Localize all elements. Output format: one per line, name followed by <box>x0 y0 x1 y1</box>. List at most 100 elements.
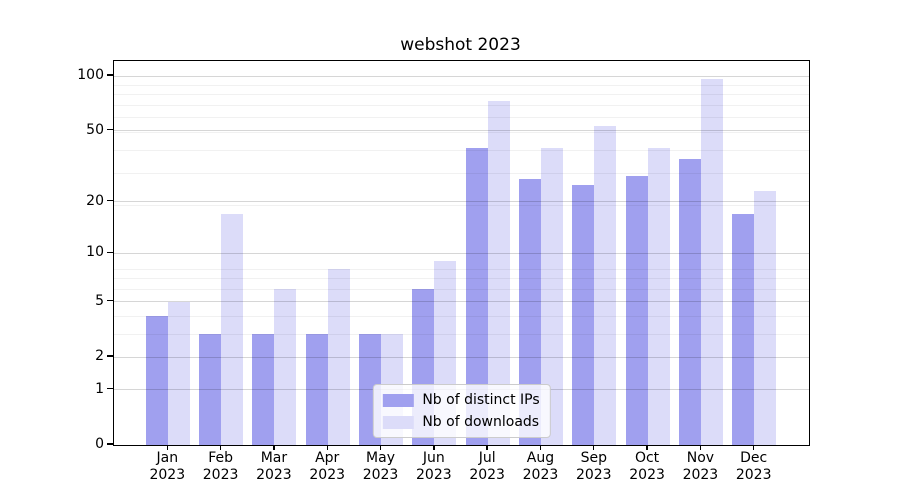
y-tick-label-10: 10 <box>86 244 104 261</box>
major-gridline-50 <box>114 130 809 132</box>
x-tick-mark <box>326 445 328 450</box>
major-gridline-5 <box>114 301 809 303</box>
x-tick-label-oct-2023: Oct 2023 <box>607 450 687 484</box>
bar-apr-2023-nb-of-distinct-ips <box>305 334 328 445</box>
x-tick-label-line: Mar <box>260 450 288 466</box>
x-tick-label-line: 2023 <box>309 467 346 483</box>
bar-oct-2023-nb-of-downloads <box>647 148 670 445</box>
y-tick-label-100: 100 <box>77 67 104 84</box>
y-tick-label-5: 5 <box>95 292 104 309</box>
bar-dec-2023-nb-of-distinct-ips <box>732 213 755 445</box>
minor-gridline <box>114 84 809 86</box>
x-tick-label-line: 2023 <box>416 467 452 483</box>
x-tick-label-feb-2023: Feb 2023 <box>181 450 261 484</box>
minor-gridline <box>114 149 809 151</box>
major-gridline-2 <box>114 356 809 358</box>
legend-swatch-distinct-ips <box>382 393 414 407</box>
y-tick-mark <box>107 443 113 445</box>
major-gridline-10 <box>114 252 809 254</box>
x-tick-label-line: Jul <box>478 450 496 466</box>
x-tick-label-nov-2023: Nov 2023 <box>660 450 740 484</box>
x-tick-label-line: Dec <box>740 450 768 466</box>
bar-aug-2023-nb-of-distinct-ips <box>518 178 541 445</box>
x-tick-label-may-2023: May 2023 <box>341 450 421 484</box>
x-tick-label-jan-2023: Jan 2023 <box>127 450 207 484</box>
minor-gridline <box>114 205 809 207</box>
x-tick-label-line: 2023 <box>362 467 399 483</box>
bar-sep-2023-nb-of-downloads <box>594 126 617 445</box>
x-tick-mark <box>166 445 168 450</box>
bar-dec-2023-nb-of-downloads <box>754 190 777 445</box>
minor-gridline <box>114 315 809 317</box>
x-tick-label-line: 2023 <box>522 467 559 483</box>
x-tick-label-line: Jan <box>156 450 179 466</box>
x-tick-mark <box>593 445 595 450</box>
x-tick-label-jun-2023: Jun 2023 <box>394 450 474 484</box>
bar-apr-2023-nb-of-downloads <box>327 269 350 445</box>
x-tick-mark <box>646 445 648 450</box>
x-tick-label-line: Aug <box>526 450 555 466</box>
minor-gridline <box>114 94 809 96</box>
bar-nov-2023-nb-of-downloads <box>700 78 723 445</box>
bar-aug-2023-nb-of-downloads <box>540 148 563 445</box>
y-tick-label-50: 50 <box>86 121 104 138</box>
legend-swatch-downloads <box>382 415 414 429</box>
x-tick-label-line: Feb <box>208 450 233 466</box>
minor-gridline <box>114 268 809 270</box>
x-tick-label-line: 2023 <box>149 467 186 483</box>
x-tick-mark <box>379 445 382 450</box>
y-tick-mark <box>107 199 113 202</box>
legend-item-distinct-ips: Nb of distinct IPs <box>382 392 540 408</box>
x-tick-mark <box>433 445 435 450</box>
minor-gridline <box>114 172 809 174</box>
x-tick-label-jul-2023: Jul 2023 <box>447 450 527 484</box>
bar-jul-2023-nb-of-distinct-ips <box>465 148 488 445</box>
bars-layer <box>114 61 809 445</box>
bar-oct-2023-nb-of-distinct-ips <box>625 175 648 445</box>
x-tick-mark <box>273 445 275 450</box>
x-tick-label-line: Sep <box>580 450 607 466</box>
minor-gridline <box>114 117 809 119</box>
legend-item-downloads: Nb of downloads <box>382 414 539 430</box>
x-tick-label-line: 2023 <box>575 467 612 483</box>
minor-gridline <box>114 333 809 335</box>
bar-feb-2023-nb-of-downloads <box>221 213 244 445</box>
x-tick-label-line: May <box>366 450 395 466</box>
x-tick-label-line: 2023 <box>469 467 505 483</box>
y-tick-mark <box>107 387 113 390</box>
legend: Nb of distinct IPs Nb of downloads <box>372 384 551 438</box>
bar-nov-2023-nb-of-distinct-ips <box>678 158 701 445</box>
minor-gridline <box>114 278 809 280</box>
y-tick-label-0: 0 <box>95 436 104 452</box>
y-tick-label-20: 20 <box>86 192 104 209</box>
bar-jan-2023-nb-of-distinct-ips <box>145 316 168 445</box>
y-tick-mark <box>107 355 113 357</box>
x-tick-label-line: 2023 <box>735 467 772 483</box>
plot-area: Nb of distinct IPs Nb of downloads <box>113 60 810 446</box>
bar-mar-2023-nb-of-downloads <box>274 289 297 445</box>
x-tick-label-line: Jun <box>422 450 445 466</box>
x-tick-label-line: Apr <box>315 450 340 466</box>
x-tick-label-aug-2023: Aug 2023 <box>500 450 580 484</box>
bar-jan-2023-nb-of-downloads <box>167 301 190 445</box>
major-gridline-20 <box>114 201 809 203</box>
minor-gridline <box>114 131 809 133</box>
bar-sep-2023-nb-of-distinct-ips <box>572 184 595 445</box>
x-tick-label-dec-2023: Dec 2023 <box>714 450 794 484</box>
chart-title: webshot 2023 <box>400 35 521 55</box>
x-tick-mark <box>753 445 755 450</box>
y-tick-mark <box>107 300 113 302</box>
bar-mar-2023-nb-of-distinct-ips <box>252 334 275 445</box>
x-tick-label-mar-2023: Mar 2023 <box>234 450 314 484</box>
x-tick-mark <box>486 445 488 450</box>
legend-label-downloads: Nb of downloads <box>422 414 540 430</box>
x-tick-label-sep-2023: Sep 2023 <box>554 450 634 484</box>
bar-feb-2023-nb-of-distinct-ips <box>199 334 222 445</box>
y-tick-label-2: 2 <box>95 348 104 365</box>
x-tick-label-line: Oct <box>634 450 660 466</box>
x-tick-mark <box>539 445 542 450</box>
x-tick-label-line: 2023 <box>256 467 292 483</box>
x-tick-label-apr-2023: Apr 2023 <box>287 450 367 484</box>
y-tick-mark <box>107 129 113 131</box>
